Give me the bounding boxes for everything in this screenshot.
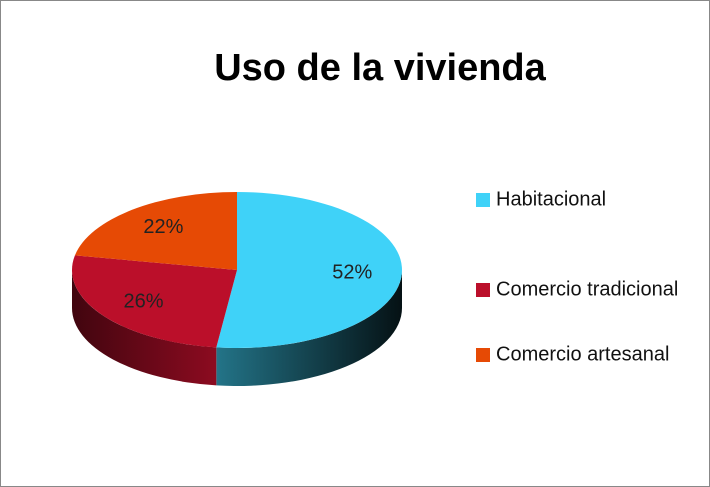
data-label: 52% — [332, 262, 372, 284]
slice-side — [216, 270, 402, 386]
slice — [71, 255, 238, 348]
legend-label: Comercio tradicional — [496, 278, 678, 300]
legend-label: Comercio artesanal — [496, 343, 669, 365]
data-label: 26% — [124, 290, 164, 312]
data-label: 22% — [143, 216, 183, 238]
legend-swatch — [476, 348, 490, 362]
slice — [74, 192, 237, 270]
legend-swatch — [476, 193, 490, 207]
chart-title: Uso de la vivienda — [214, 47, 546, 89]
slice — [216, 192, 402, 348]
legend-label: Habitacional — [496, 188, 606, 210]
legend-swatch — [476, 283, 490, 297]
slice-side — [72, 270, 217, 386]
